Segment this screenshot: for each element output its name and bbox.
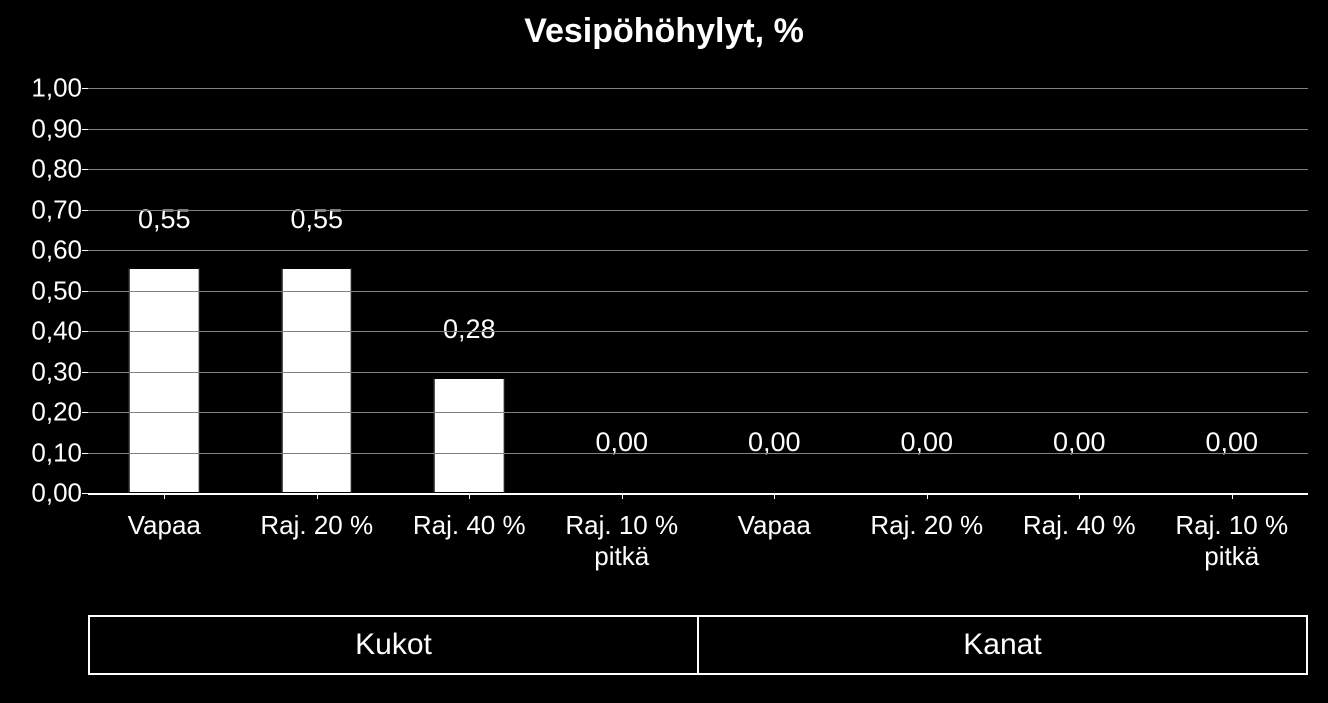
gridline	[88, 210, 1308, 211]
y-tick-label: 0,50	[2, 275, 82, 306]
x-tick-mark	[927, 493, 928, 499]
gridline	[88, 331, 1308, 332]
y-tick-label: 0,40	[2, 316, 82, 347]
x-tick-mark	[469, 493, 470, 499]
y-tick-mark	[82, 210, 88, 211]
y-tick-label: 0,10	[2, 437, 82, 468]
x-tick-label: Raj. 10 % pitkä	[1156, 510, 1309, 572]
bar-value-label: 0,28	[443, 314, 496, 345]
gridline	[88, 291, 1308, 292]
y-tick-mark	[82, 493, 88, 494]
y-tick-mark	[82, 412, 88, 413]
gridline	[88, 372, 1308, 373]
y-tick-label: 0,30	[2, 356, 82, 387]
chart-title: Vesipöhöhylyt, %	[0, 12, 1328, 51]
bar	[434, 378, 505, 493]
y-tick-mark	[82, 250, 88, 251]
gridline	[88, 250, 1308, 251]
gridline	[88, 453, 1308, 454]
x-tick-mark	[774, 493, 775, 499]
plot-area: 0,550,550,280,000,000,000,000,00	[88, 88, 1308, 495]
group-label: Kanat	[963, 628, 1041, 662]
x-tick-mark	[622, 493, 623, 499]
x-tick-mark	[1232, 493, 1233, 499]
x-tick-mark	[164, 493, 165, 499]
y-tick-mark	[82, 331, 88, 332]
y-tick-label: 0,90	[2, 113, 82, 144]
group-label: Kukot	[355, 628, 432, 662]
x-tick-label: Raj. 10 % pitkä	[546, 510, 699, 572]
y-tick-label: 1,00	[2, 73, 82, 104]
bar	[281, 268, 352, 493]
group-row: Kukot Kanat	[88, 615, 1308, 675]
x-tick-label: Vapaa	[698, 510, 851, 541]
x-tick-mark	[317, 493, 318, 499]
bar	[129, 268, 200, 493]
gridline	[88, 169, 1308, 170]
y-tick-mark	[82, 372, 88, 373]
y-tick-label: 0,60	[2, 235, 82, 266]
x-tick-mark	[1079, 493, 1080, 499]
y-tick-mark	[82, 291, 88, 292]
gridline	[88, 412, 1308, 413]
gridline	[88, 88, 1308, 89]
x-tick-label: Raj. 20 %	[241, 510, 394, 541]
group-cell-kanat: Kanat	[699, 615, 1308, 675]
x-tick-label: Raj. 40 %	[393, 510, 546, 541]
y-tick-mark	[82, 129, 88, 130]
y-tick-mark	[82, 169, 88, 170]
y-tick-label: 0,70	[2, 194, 82, 225]
y-tick-mark	[82, 453, 88, 454]
y-tick-label: 0,00	[2, 478, 82, 509]
x-axis-labels: VapaaRaj. 20 %Raj. 40 %Raj. 10 % pitkäVa…	[88, 500, 1308, 610]
y-tick-label: 0,20	[2, 397, 82, 428]
x-tick-label: Raj. 40 %	[1003, 510, 1156, 541]
y-tick-mark	[82, 88, 88, 89]
chart-container: Vesipöhöhylyt, % 0,550,550,280,000,000,0…	[0, 0, 1328, 703]
x-tick-label: Vapaa	[88, 510, 241, 541]
x-tick-label: Raj. 20 %	[851, 510, 1004, 541]
gridline	[88, 129, 1308, 130]
group-cell-kukot: Kukot	[88, 615, 699, 675]
y-tick-label: 0,80	[2, 154, 82, 185]
